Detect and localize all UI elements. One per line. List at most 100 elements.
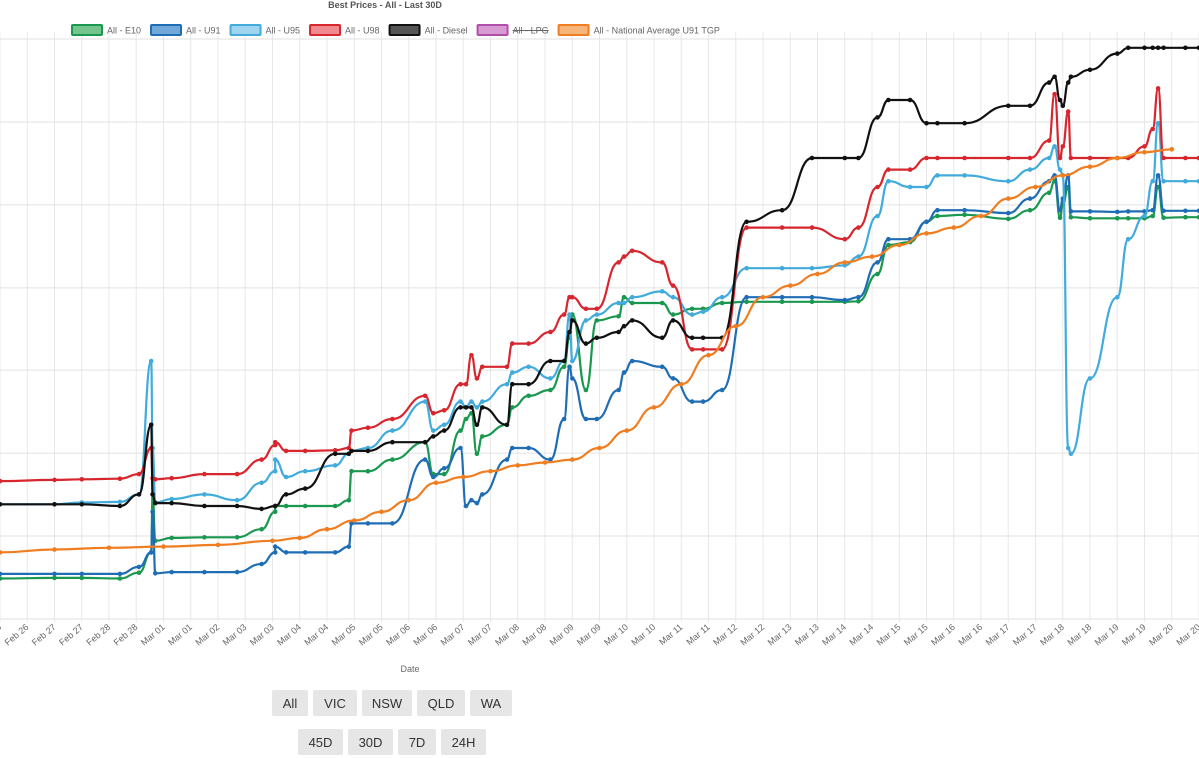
data-point <box>875 260 880 265</box>
data-point <box>689 347 695 352</box>
data-point <box>390 416 395 422</box>
range-24h-button[interactable]: 24H <box>441 729 486 755</box>
data-point <box>526 445 531 451</box>
legend-label: All - U95 <box>266 26 301 36</box>
data-point <box>169 496 174 502</box>
region-vic-button[interactable]: VIC <box>313 690 357 716</box>
data-point <box>1196 214 1199 220</box>
range-30d-button[interactable]: 30D <box>348 729 393 755</box>
data-point <box>259 457 264 462</box>
data-point <box>526 341 531 346</box>
data-point <box>935 207 940 213</box>
data-point <box>1161 178 1166 184</box>
data-point <box>594 318 600 323</box>
data-point <box>349 521 354 526</box>
legend-label: All - E10 <box>107 26 141 36</box>
legend-swatch <box>150 24 183 36</box>
x-tick-label: Mar 07 <box>439 622 467 648</box>
data-point <box>234 569 240 575</box>
data-point <box>1115 51 1120 56</box>
data-point <box>390 439 395 445</box>
x-tick-label: Mar 19 <box>1093 622 1121 648</box>
data-point <box>842 297 848 303</box>
data-point <box>332 451 338 457</box>
data-point <box>1027 155 1033 161</box>
data-point <box>390 428 395 433</box>
data-point <box>1142 149 1147 155</box>
data-point <box>117 503 123 509</box>
data-point <box>700 399 706 404</box>
data-point <box>935 120 940 126</box>
data-point <box>594 335 600 341</box>
data-point <box>1068 209 1074 214</box>
region-all-button[interactable]: All <box>272 690 308 716</box>
region-qld-button[interactable]: QLD <box>417 690 465 716</box>
data-point <box>302 550 308 555</box>
data-point <box>0 576 3 581</box>
data-point <box>0 502 3 507</box>
region-nsw-button[interactable]: NSW <box>362 690 412 716</box>
data-point <box>719 387 725 393</box>
range-7d-button[interactable]: 7D <box>398 729 436 755</box>
data-point <box>597 445 602 451</box>
data-point <box>561 364 567 370</box>
data-point <box>272 550 278 555</box>
data-point <box>148 550 154 555</box>
data-point <box>670 376 676 381</box>
legend-label: All - U91 <box>186 26 221 36</box>
x-tick-label: Mar 16 <box>956 622 984 648</box>
data-point <box>136 492 142 497</box>
data-point <box>324 526 330 532</box>
range-45d-button[interactable]: 45D <box>298 729 343 755</box>
data-point <box>480 434 485 439</box>
data-point <box>962 120 967 126</box>
data-point <box>744 265 749 271</box>
data-point <box>719 347 725 352</box>
data-point <box>153 477 158 482</box>
data-point <box>526 364 531 370</box>
data-point <box>570 318 575 323</box>
x-tick-label: Mar 03 <box>248 622 276 648</box>
data-point <box>234 535 240 540</box>
x-tick-label: Mar 13 <box>793 622 821 648</box>
data-point <box>1183 155 1188 161</box>
data-point <box>504 381 510 387</box>
data-point <box>1057 207 1063 213</box>
data-point <box>978 213 984 219</box>
data-point <box>390 457 395 462</box>
data-point <box>379 509 384 515</box>
data-point <box>458 381 463 387</box>
data-point <box>433 480 439 486</box>
data-point <box>234 471 240 477</box>
data-point <box>441 428 447 433</box>
data-point <box>332 503 338 509</box>
data-point <box>875 115 880 120</box>
data-point <box>744 299 749 305</box>
data-point <box>621 323 627 329</box>
data-point <box>365 521 371 526</box>
data-point <box>469 352 474 358</box>
data-point <box>1052 74 1057 80</box>
data-point <box>1006 103 1011 109</box>
data-point <box>1196 178 1199 184</box>
data-point <box>583 318 589 323</box>
data-point <box>365 448 371 454</box>
data-point <box>1057 155 1063 161</box>
data-point <box>406 497 412 503</box>
data-point <box>1161 45 1166 51</box>
data-point <box>744 225 749 230</box>
data-point <box>689 312 695 317</box>
data-point <box>302 468 308 474</box>
data-point <box>700 347 706 352</box>
data-point <box>1087 216 1093 221</box>
x-tick-label: Mar 10 <box>602 622 630 648</box>
data-point <box>431 434 436 439</box>
data-point <box>744 294 749 300</box>
data-point <box>809 225 815 230</box>
data-point <box>480 399 485 404</box>
chart-title: Best Prices - All - Last 30D <box>328 0 442 10</box>
region-wa-button[interactable]: WA <box>470 690 512 716</box>
data-point <box>526 393 531 399</box>
data-point <box>349 448 354 454</box>
